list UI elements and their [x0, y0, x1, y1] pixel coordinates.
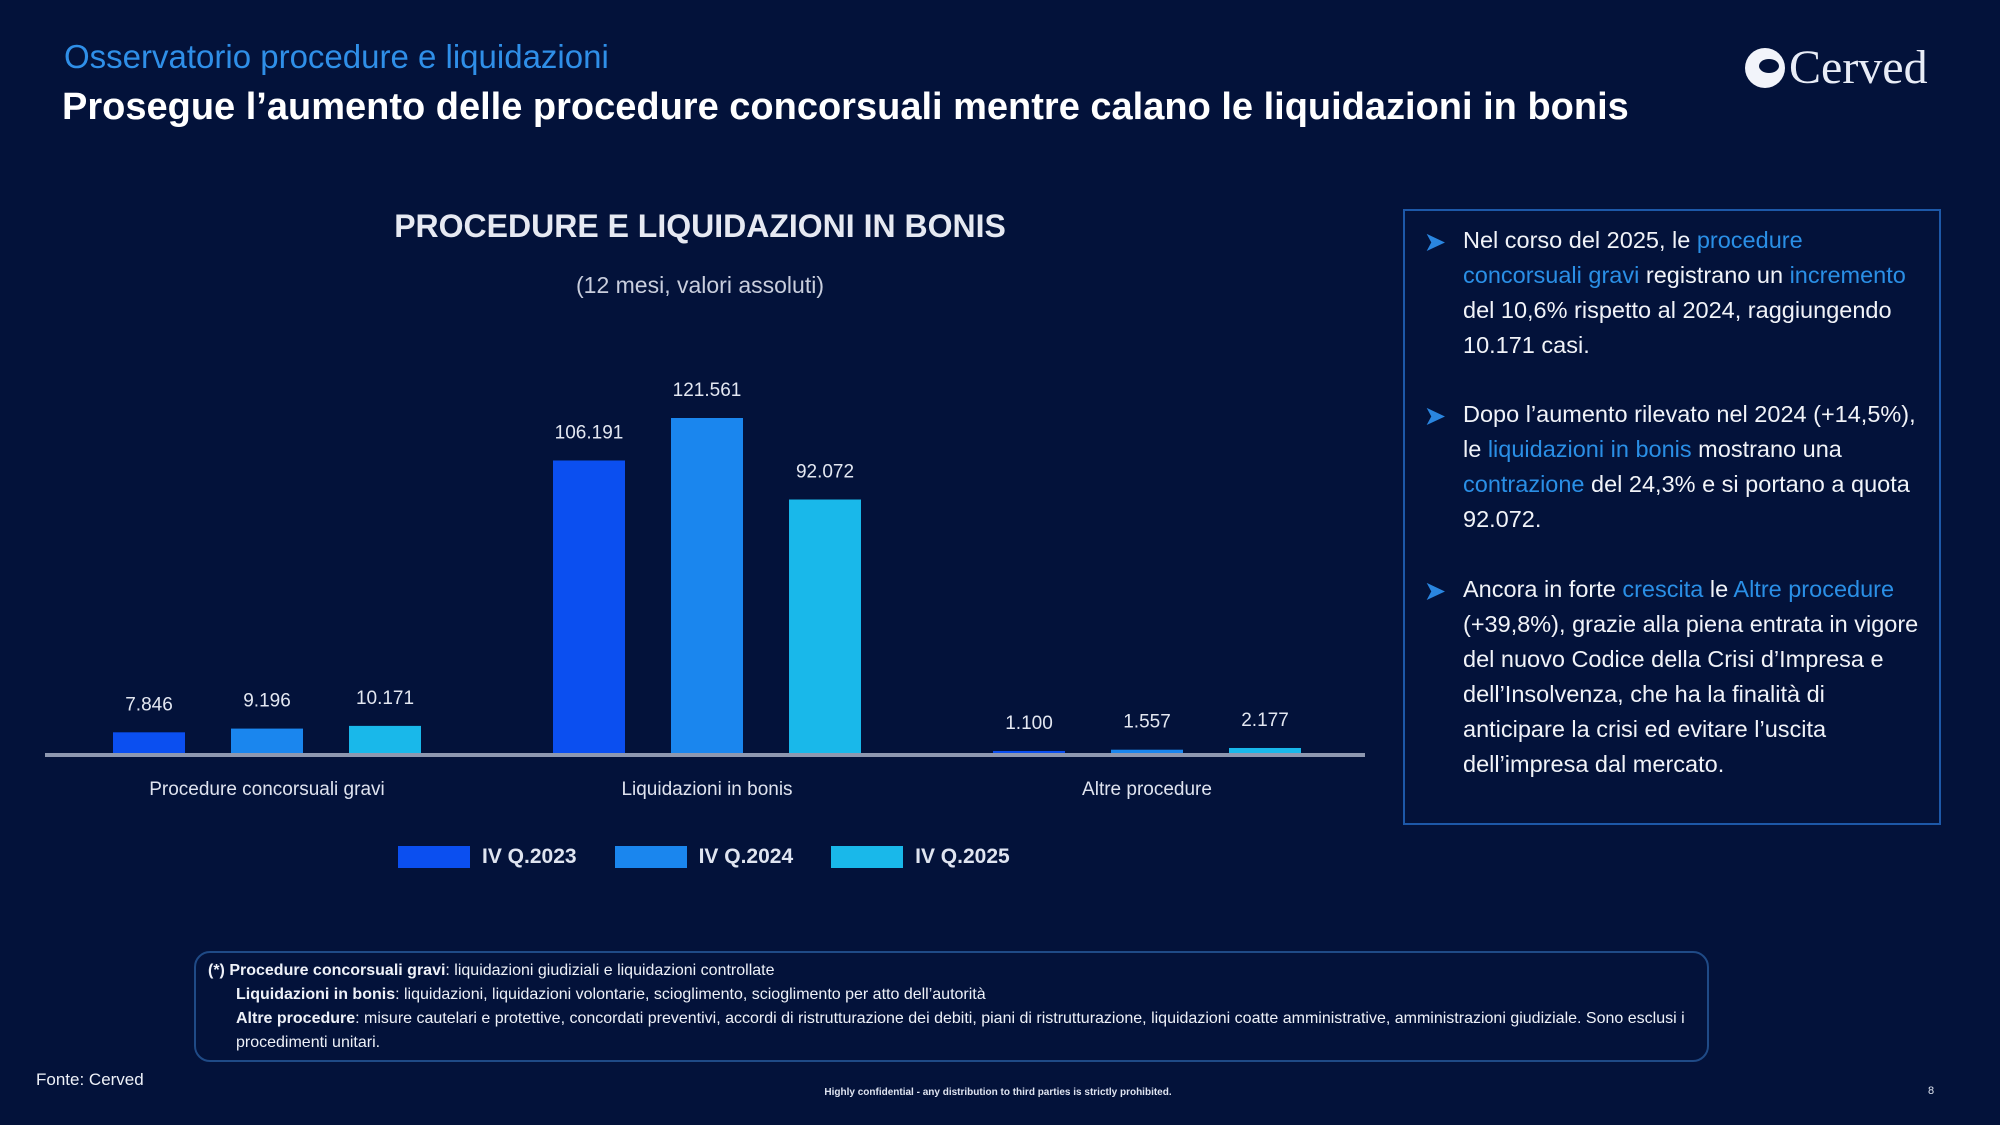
bar [1111, 749, 1183, 754]
highlight-text: crescita [1622, 576, 1704, 602]
cerved-logo: Cerved [1745, 40, 1928, 95]
insight-bullet: ➤ Ancora in forte crescita le Altre proce… [1425, 572, 1923, 782]
legend-item: IV Q.2025 [831, 845, 1010, 869]
data-label: 2.177 [1241, 710, 1289, 731]
highlight-text: Altre procedure [1733, 576, 1895, 602]
insight-text: del 24,3% e si portano a quota 92.072. [1463, 471, 1910, 532]
chevron-right-icon: ➤ [1425, 578, 1446, 605]
source-label: Fonte: Cerved [36, 1070, 144, 1089]
footnotes-box: (*) Procedure concorsuali gravi: liquida… [194, 951, 1709, 1062]
legend-label: IV Q.2024 [698, 845, 794, 868]
note-text: : misure cautelari e protettive, concord… [236, 1010, 1685, 1051]
bar [231, 728, 303, 754]
bar [349, 725, 421, 754]
data-label: 10.171 [356, 688, 414, 709]
page-title: Prosegue l’aumento delle procedure conco… [62, 86, 1629, 128]
legend-item: IV Q.2023 [398, 845, 577, 869]
data-label: 1.100 [1005, 713, 1053, 734]
data-label: 92.072 [796, 462, 854, 483]
bar-chart: 7.846 9.196 10.171 Procedure concorsuali gr… [45, 380, 1365, 800]
legend-swatch [831, 846, 904, 868]
highlight-text: contrazione [1463, 471, 1585, 497]
chart-title: PROCEDURE E LIQUIDAZIONI IN BONIS [394, 208, 1006, 244]
chevron-right-icon: ➤ [1425, 229, 1446, 256]
data-label: 121.561 [673, 380, 742, 401]
category-label: Procedure concorsuali gravi [149, 779, 385, 800]
category-label: Liquidazioni in bonis [621, 779, 792, 800]
legend-item: IV Q.2024 [614, 845, 794, 869]
bar [671, 418, 743, 754]
note-term: Altre procedure [236, 1010, 356, 1027]
data-label: 9.196 [243, 691, 291, 712]
insight-text: Nel corso del 2025, le [1463, 227, 1697, 253]
bar [1229, 747, 1301, 754]
data-label: 7.846 [125, 694, 173, 715]
cerved-logo-icon [1745, 47, 1785, 88]
chevron-right-icon: ➤ [1425, 403, 1446, 430]
note-term: (*) Procedure concorsuali gravi [208, 962, 446, 979]
confidential-notice: Highly confidential - any distribution t… [824, 1087, 1172, 1098]
insight-text: le [1703, 576, 1734, 602]
bar [553, 460, 625, 754]
highlight-text: incremento [1789, 262, 1906, 288]
bar [113, 732, 185, 754]
legend-swatch [398, 846, 470, 868]
legend-label: IV Q.2025 [915, 845, 1010, 868]
chart-legend: IV Q.2023 IV Q.2024 IV Q.2025 [398, 845, 1010, 869]
section-kicker: Osservatorio procedure e liquidazioni [64, 38, 609, 75]
legend-swatch [614, 846, 687, 868]
note-text: : liquidazioni, liquidazioni volontarie,… [395, 986, 986, 1003]
insight-text: mostrano una [1691, 436, 1842, 462]
insight-text: Dopo l’aumento rilevato nel 2024 (+14,5%… [1463, 401, 1916, 462]
bar [993, 750, 1065, 754]
data-label: 1.557 [1123, 712, 1171, 733]
insight-text: registrano un [1639, 262, 1790, 288]
insight-text: del 10,6% rispetto al 2024, raggiungendo… [1463, 297, 1892, 358]
highlight-text: liquidazioni in bonis [1487, 436, 1692, 462]
logo-wordmark: Cerved [1789, 41, 1928, 94]
insight-bullet: ➤ Dopo l’aumento rilevato nel 2024 (+14,5… [1425, 397, 1923, 537]
chart-subtitle: (12 mesi, valori assoluti) [576, 272, 824, 298]
page-number: 8 [1928, 1085, 1935, 1097]
insight-text: (+39,8%), grazie alla piena entrata in v… [1463, 611, 1919, 777]
legend-label: IV Q.2023 [482, 845, 577, 868]
highlight-text: procedure concorsuali gravi [1463, 227, 1803, 288]
category-label: Altre procedure [1082, 779, 1212, 800]
insight-bullet: ➤ Nel corso del 2025, le procedure concor… [1425, 223, 1923, 363]
note-term: Liquidazioni in bonis [236, 986, 396, 1003]
note-text: : liquidazioni giudiziali e liquidazioni… [445, 962, 775, 979]
insight-text: Ancora in forte [1463, 576, 1623, 602]
data-label: 106.191 [555, 422, 624, 443]
insights-panel: ➤ Nel corso del 2025, le procedure concor… [1403, 209, 1941, 825]
bar [789, 499, 861, 754]
